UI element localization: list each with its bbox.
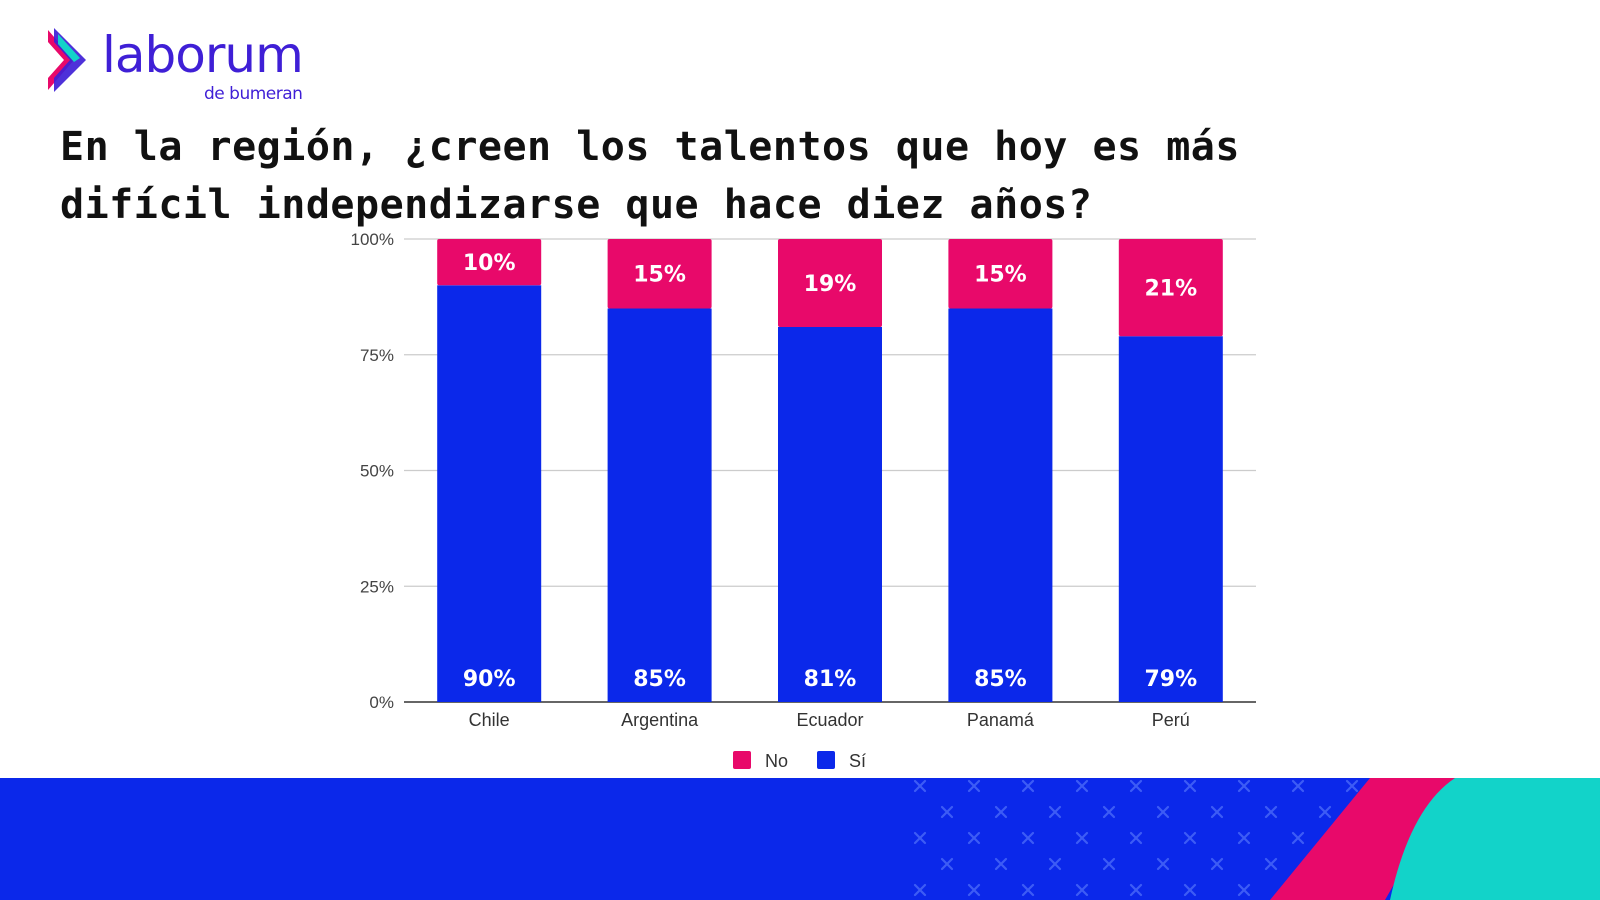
x-pattern-mark: [967, 883, 981, 897]
x-pattern-mark: [1156, 857, 1170, 871]
x-pattern-mark: [1075, 883, 1089, 897]
bar-no: [778, 239, 882, 327]
x-pattern-mark: [1210, 805, 1224, 819]
x-pattern-mark: [1345, 779, 1359, 793]
legend-swatch: [733, 751, 751, 769]
data-label-si: 81%: [804, 667, 857, 692]
data-label-no: 10%: [463, 251, 516, 276]
x-pattern-mark: [940, 857, 954, 871]
x-pattern-mark: [1183, 779, 1197, 793]
x-tick-label: Perú: [1152, 710, 1190, 730]
bar-si: [607, 308, 712, 702]
x-pattern-mark: [1048, 857, 1062, 871]
legend-label: Sí: [849, 751, 866, 771]
x-tick-label: Argentina: [621, 710, 699, 730]
y-tick-label: 0%: [369, 693, 394, 712]
x-pattern-mark: [1129, 779, 1143, 793]
x-pattern-mark: [994, 805, 1008, 819]
x-pattern-mark: [1237, 883, 1251, 897]
x-pattern-mark: [1129, 831, 1143, 845]
x-pattern-mark: [913, 779, 927, 793]
x-pattern-mark: [1291, 831, 1305, 845]
data-label-si: 85%: [633, 667, 686, 692]
x-pattern-mark: [1264, 857, 1278, 871]
bar-si: [437, 285, 542, 702]
x-pattern-mark: [1318, 805, 1332, 819]
x-pattern-mark: [1021, 779, 1035, 793]
x-pattern-mark: [1183, 831, 1197, 845]
bar-no: [437, 239, 542, 286]
brand-name: laborum: [102, 26, 304, 84]
data-label-no: 15%: [974, 263, 1027, 288]
x-pattern-mark: [1183, 883, 1197, 897]
x-pattern-mark: [1048, 805, 1062, 819]
x-pattern-mark: [967, 831, 981, 845]
data-label-no: 19%: [804, 272, 857, 297]
bar-si: [948, 308, 1053, 702]
legend-swatch: [817, 751, 835, 769]
x-tick-label: Panamá: [967, 710, 1035, 730]
x-pattern-mark: [967, 779, 981, 793]
x-pattern-mark: [1291, 779, 1305, 793]
y-tick-label: 25%: [360, 577, 394, 596]
x-pattern-mark: [1075, 831, 1089, 845]
data-label-si: 79%: [1144, 667, 1197, 692]
data-label-no: 21%: [1144, 277, 1197, 302]
y-tick-label: 100%: [351, 230, 394, 249]
data-label-no: 15%: [633, 263, 686, 288]
laborum-logo: laborum de bumeran: [46, 28, 326, 108]
x-pattern-mark: [994, 857, 1008, 871]
y-tick-label: 50%: [360, 462, 394, 481]
x-pattern-mark: [1264, 805, 1278, 819]
bar-no: [607, 239, 712, 309]
x-tick-label: Ecuador: [796, 710, 863, 730]
legend-label: No: [765, 751, 788, 771]
footer-decoration: [0, 778, 1600, 900]
x-pattern-mark: [913, 831, 927, 845]
brand-tagline: de bumeran: [204, 84, 303, 104]
bar-si: [778, 326, 882, 702]
bar-no: [948, 239, 1053, 309]
x-pattern-mark: [913, 883, 927, 897]
x-pattern-mark: [1129, 883, 1143, 897]
x-pattern-mark: [1156, 805, 1170, 819]
x-pattern-mark: [1102, 857, 1116, 871]
data-label-si: 90%: [463, 667, 516, 692]
x-pattern-mark: [1021, 831, 1035, 845]
stacked-bar-chart: 0% 25% 50% 75% 100% 10% 90% Chile 15% 85% Argentin…: [351, 230, 1256, 771]
x-pattern-mark: [940, 805, 954, 819]
y-tick-label: 75%: [360, 346, 394, 365]
x-pattern-mark: [1075, 779, 1089, 793]
x-pattern-mark: [1237, 831, 1251, 845]
x-pattern-mark: [1237, 779, 1251, 793]
x-pattern-mark: [1210, 857, 1224, 871]
x-pattern-mark: [1021, 883, 1035, 897]
chevron-logo-icon: [48, 28, 86, 92]
x-pattern-mark: [1102, 805, 1116, 819]
x-tick-label: Chile: [469, 710, 510, 730]
bar-si: [1118, 336, 1223, 702]
data-label-si: 85%: [974, 667, 1027, 692]
chart-title: En la región, ¿creen los talentos que ho…: [60, 124, 1240, 228]
bar-no: [1118, 239, 1223, 337]
